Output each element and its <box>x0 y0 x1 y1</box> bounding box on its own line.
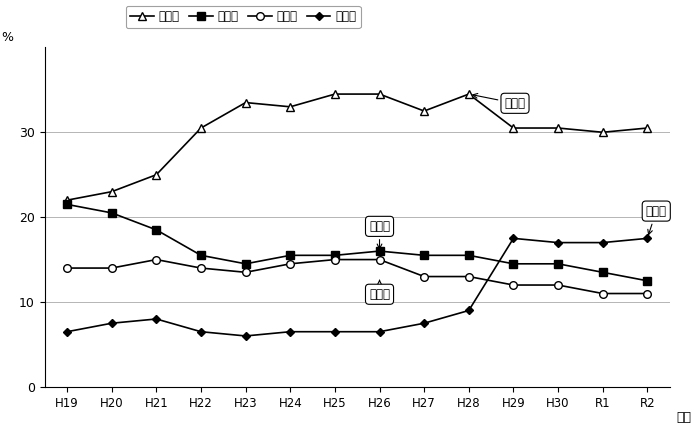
土木費 <box>107 210 116 215</box>
土木費 <box>241 261 250 267</box>
公債費 <box>286 261 294 267</box>
土木費 <box>643 278 652 283</box>
Text: 教育費: 教育費 <box>645 205 667 234</box>
民生費 <box>197 126 205 131</box>
Line: 教育費: 教育費 <box>64 235 650 339</box>
民生費 <box>465 92 473 97</box>
Legend: 民生費, 土木費, 公債費, 教育費: 民生費, 土木費, 公債費, 教育費 <box>125 6 361 28</box>
土木費 <box>152 227 160 233</box>
教育費 <box>330 329 339 334</box>
民生費 <box>554 126 562 131</box>
教育費 <box>152 316 160 322</box>
教育費 <box>599 240 607 245</box>
土木費 <box>420 253 429 258</box>
土木費 <box>554 261 562 267</box>
公債費 <box>241 270 250 275</box>
教育費 <box>241 333 250 338</box>
民生費 <box>510 126 518 131</box>
土木費 <box>510 261 518 267</box>
教育費 <box>376 329 384 334</box>
公債費 <box>554 283 562 288</box>
土木費 <box>286 253 294 258</box>
Text: 土木費: 土木費 <box>369 220 390 249</box>
教育費 <box>107 321 116 326</box>
Line: 民生費: 民生費 <box>63 90 651 204</box>
土木費 <box>63 202 71 207</box>
公債費 <box>330 257 339 262</box>
土木費 <box>465 253 473 258</box>
Text: %: % <box>1 31 13 44</box>
教育費 <box>554 240 562 245</box>
民生費 <box>152 172 160 177</box>
民生費 <box>286 104 294 109</box>
民生費 <box>63 197 71 203</box>
公債費 <box>152 257 160 262</box>
Text: 民生費: 民生費 <box>473 93 526 110</box>
教育費 <box>197 329 205 334</box>
公債費 <box>63 265 71 270</box>
Text: 公債費: 公債費 <box>369 280 390 301</box>
教育費 <box>420 321 429 326</box>
土木費 <box>376 249 384 254</box>
公債費 <box>465 274 473 279</box>
教育費 <box>510 236 518 241</box>
公債費 <box>510 283 518 288</box>
Line: 土木費: 土木費 <box>63 200 651 285</box>
教育費 <box>63 329 71 334</box>
公債費 <box>376 257 384 262</box>
Line: 公債費: 公債費 <box>63 256 651 297</box>
公債費 <box>643 291 652 296</box>
民生費 <box>599 130 607 135</box>
公債費 <box>197 265 205 270</box>
公債費 <box>107 265 116 270</box>
土木費 <box>330 253 339 258</box>
Text: 年度: 年度 <box>676 411 691 424</box>
民生費 <box>643 126 652 131</box>
民生費 <box>376 92 384 97</box>
民生費 <box>330 92 339 97</box>
公債費 <box>599 291 607 296</box>
教育費 <box>465 308 473 313</box>
公債費 <box>420 274 429 279</box>
土木費 <box>197 253 205 258</box>
民生費 <box>107 189 116 194</box>
教育費 <box>643 236 652 241</box>
民生費 <box>241 100 250 105</box>
民生費 <box>420 108 429 114</box>
教育費 <box>286 329 294 334</box>
土木費 <box>599 270 607 275</box>
